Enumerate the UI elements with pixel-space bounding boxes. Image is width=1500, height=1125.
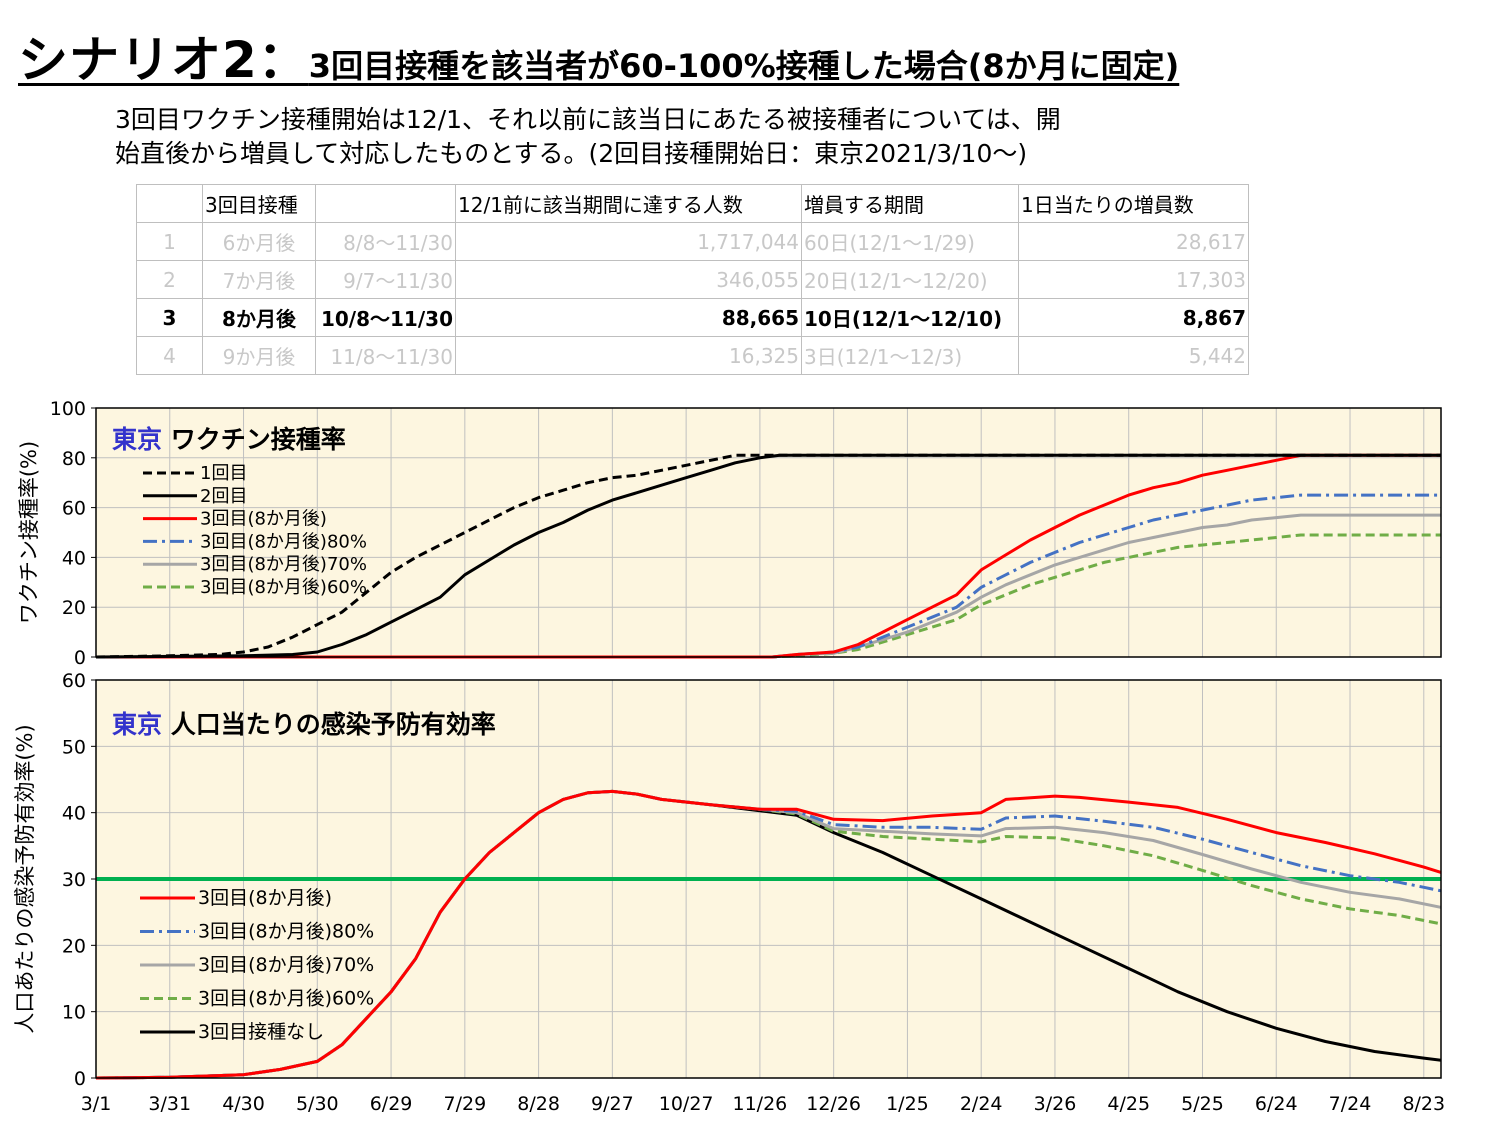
table-cell: 1,717,044 — [455, 222, 802, 261]
table-cell: 346,055 — [455, 260, 802, 299]
x-tick-label: 3/26 — [1034, 1093, 1077, 1115]
y-tick-label: 20 — [62, 597, 86, 619]
x-tick-label: 1/25 — [886, 1093, 929, 1115]
series-line — [96, 453, 1441, 659]
x-tick-label: 7/29 — [443, 1093, 486, 1115]
table-cell: 9/7～11/30 — [315, 260, 456, 299]
y-tick-label: 10 — [62, 1002, 86, 1024]
legend-label: 3回目(8か月後)60% — [198, 988, 374, 1010]
table-cell: 4 — [136, 336, 203, 375]
plot-frame — [95, 679, 1442, 1079]
table-cell: 10日(12/1～12/10) — [801, 298, 1019, 337]
title-main: シナリオ2： — [18, 31, 309, 89]
chart-title-text: ワクチン接種率 — [171, 425, 346, 454]
legend-label: 3回目(8か月後)60% — [200, 577, 367, 598]
x-tick-label: 6/29 — [370, 1093, 413, 1115]
x-tick-label: 5/25 — [1181, 1093, 1224, 1115]
x-tick-label: 9/27 — [591, 1093, 634, 1115]
chart-title-text: 人口当たりの感染予防有効率 — [171, 710, 496, 739]
legend-label: 3回目(8か月後)80% — [198, 921, 374, 943]
y-tick-label: 50 — [62, 736, 86, 758]
y-tick-label: 20 — [62, 935, 86, 957]
y-axis-label: 人口あたりの感染予防有効率(%) — [13, 724, 37, 1033]
y-tick-label: 60 — [62, 670, 86, 692]
series-line — [96, 533, 1441, 659]
y-tick-label: 80 — [62, 448, 86, 470]
x-tick-label: 6/24 — [1255, 1093, 1298, 1115]
series-line — [96, 789, 1441, 1080]
table-row-highlighted: 3 8か月後 10/8～11/30 88,665 10日(12/1～12/10)… — [136, 298, 1249, 337]
table-cell: 20日(12/1～12/20) — [801, 260, 1019, 299]
x-tick-label: 2/24 — [960, 1093, 1003, 1115]
table-row: 4 9か月後 11/8～11/30 16,325 3日(12/1～12/3) 5… — [136, 336, 1249, 375]
y-tick-label: 40 — [62, 547, 86, 569]
legend-label: 3回目(8か月後) — [198, 887, 332, 909]
plot-area — [96, 408, 1441, 657]
series-line — [96, 493, 1441, 659]
y-tick-label: 60 — [62, 498, 86, 520]
table-cell: 28,617 — [1018, 222, 1249, 261]
table-cell: 60日(12/1～1/29) — [801, 222, 1019, 261]
legend-label: 3回目(8か月後)70% — [198, 954, 374, 976]
legend-label: 3回目(8か月後) — [200, 509, 327, 530]
legend-label: 3回目(8か月後)80% — [200, 531, 367, 552]
x-tick-label: 12/26 — [806, 1093, 861, 1115]
note-line-1: 3回目ワクチン接種開始は12/1、それ以前に該当日にあたる被接種者については、開 — [115, 105, 1061, 134]
table-cell: 11/8～11/30 — [315, 336, 456, 375]
chart-title: 東京 ワクチン接種率 — [112, 425, 346, 454]
table-row: 2 7か月後 9/7～11/30 346,055 20日(12/1～12/20)… — [136, 260, 1249, 299]
table-cell: 17,303 — [1018, 260, 1249, 299]
table-cell: 5,442 — [1018, 336, 1249, 375]
x-tick-label: 3/31 — [148, 1093, 191, 1115]
table-cell: 10/8～11/30 — [315, 298, 456, 337]
x-tick-label: 4/25 — [1107, 1093, 1150, 1115]
legend-label: 3回目接種なし — [198, 1021, 324, 1043]
y-tick-label: 0 — [74, 647, 86, 669]
title-sub: 3回目接種を該当者が60-100%接種した場合(8か月に固定) — [308, 47, 1180, 85]
series-line — [96, 453, 1441, 659]
table-cell: 3 — [136, 298, 203, 337]
booster-schedule-table: 3回目接種 12/1前に該当期間に達する人数 増員する期間 1日当たりの増員数 … — [136, 184, 1249, 375]
plot-frame — [95, 407, 1442, 658]
x-tick-label: 5/30 — [296, 1093, 339, 1115]
table-cell: 8,867 — [1018, 298, 1249, 337]
table-header-row: 3回目接種 12/1前に該当期間に達する人数 増員する期間 1日当たりの増員数 — [136, 184, 1249, 223]
x-tick-label: 10/27 — [659, 1093, 714, 1115]
x-tick-label: 8/28 — [517, 1093, 560, 1115]
page-title: シナリオ2：3回目接種を該当者が60-100%接種した場合(8か月に固定) — [18, 20, 1179, 92]
table-header-cell: 1日当たりの増員数 — [1018, 184, 1249, 223]
table-header-cell: 3回目接種 — [202, 184, 316, 223]
legend-label: 2回目 — [200, 486, 247, 507]
x-tick-label: 7/24 — [1329, 1093, 1372, 1115]
series-line — [96, 453, 1441, 659]
y-tick-label: 40 — [62, 803, 86, 825]
description-note: 3回目ワクチン接種開始は12/1、それ以前に該当日にあたる被接種者については、開… — [115, 103, 1061, 171]
legend-label: 1回目 — [200, 463, 247, 484]
note-line-2: 始直後から増員して対応したものとする。(2回目接種開始日：東京2021/3/10… — [115, 139, 1028, 168]
y-tick-label: 100 — [50, 398, 86, 420]
table-row: 1 6か月後 8/8～11/30 1,717,044 60日(12/1～1/29… — [136, 222, 1249, 261]
chart-title-region: 東京 — [112, 425, 171, 454]
table-cell: 3日(12/1～12/3) — [801, 336, 1019, 375]
table-header-cell: 増員する期間 — [801, 184, 1019, 223]
table-cell: 16,325 — [455, 336, 802, 375]
x-tick-label: 4/30 — [222, 1093, 265, 1115]
legend-label: 3回目(8か月後)70% — [200, 554, 367, 575]
x-tick-label: 3/1 — [81, 1093, 112, 1115]
table-cell: 88,665 — [455, 298, 802, 337]
x-tick-label: 11/26 — [733, 1093, 788, 1115]
table-cell: 9か月後 — [202, 336, 316, 375]
table-cell: 7か月後 — [202, 260, 316, 299]
chart-title: 東京 人口当たりの感染予防有効率 — [112, 710, 496, 739]
y-tick-label: 0 — [74, 1068, 86, 1090]
x-tick-label: 8/23 — [1402, 1093, 1445, 1115]
y-tick-label: 30 — [62, 869, 86, 891]
table-cell: 6か月後 — [202, 222, 316, 261]
y-axis-label: ワクチン接種率(%) — [17, 441, 41, 624]
chart-title-region: 東京 — [112, 710, 171, 739]
